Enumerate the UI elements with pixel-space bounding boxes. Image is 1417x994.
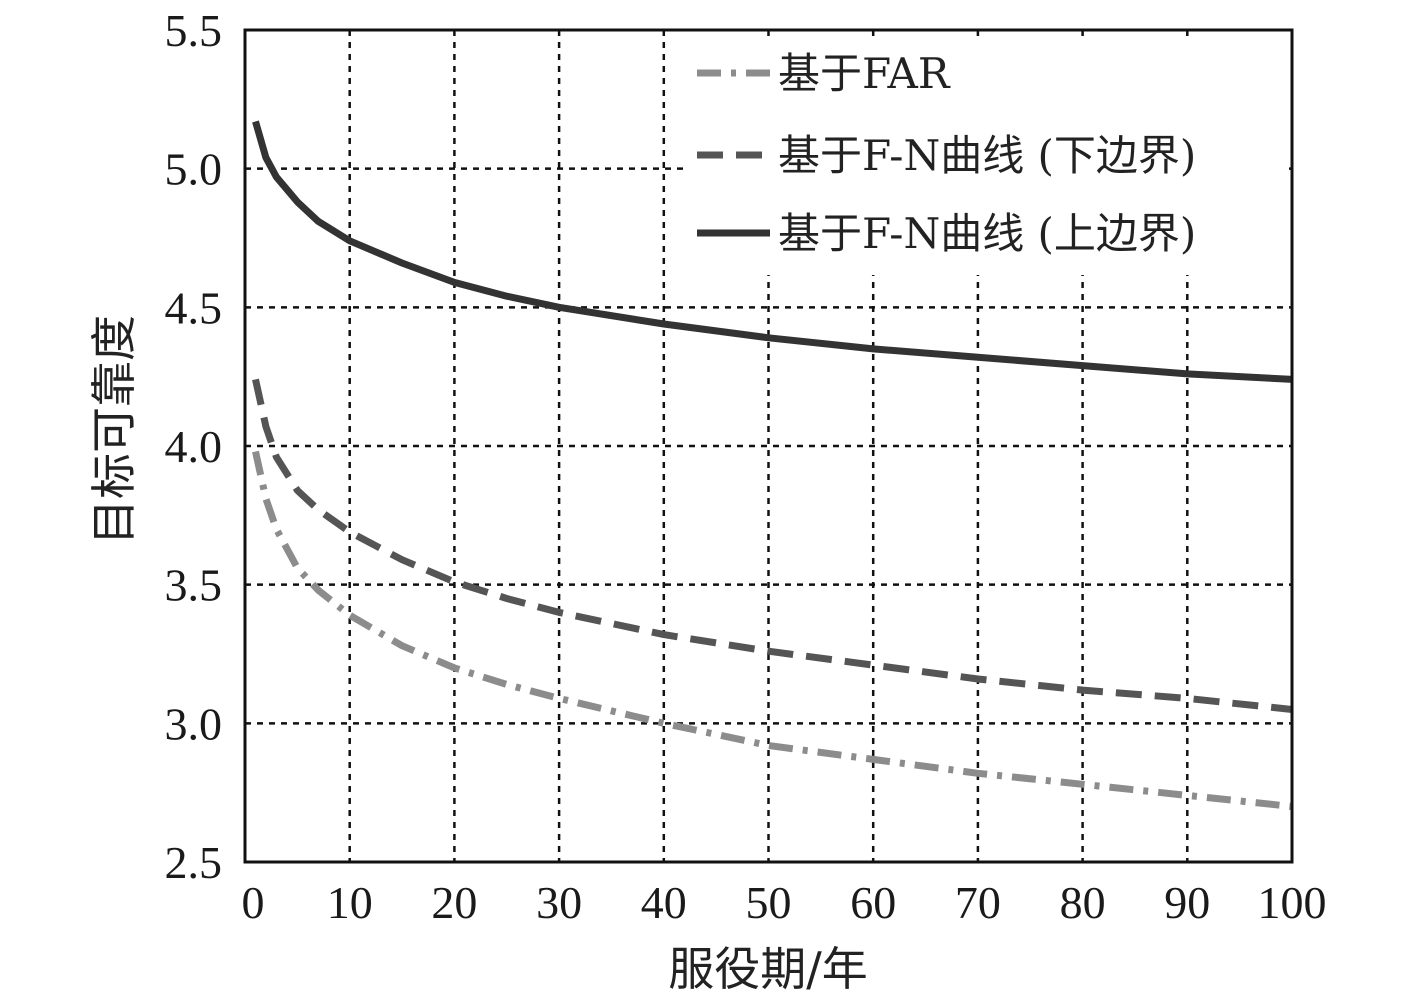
y-tick-label: 3.0 xyxy=(165,698,223,749)
plot-frame xyxy=(243,28,1294,864)
y-tick-label: 4.0 xyxy=(165,421,223,472)
legend-label-fn-lower: 基于F-N曲线 (下边界) xyxy=(778,131,1196,180)
legend-label-fn-upper: 基于F-N曲线 (上边界) xyxy=(778,209,1196,258)
y-tick-label: 2.5 xyxy=(165,837,223,888)
x-tick-label: 30 xyxy=(536,877,582,928)
x-tick-label: 0 xyxy=(242,877,265,928)
legend: 基于FAR 基于F-N曲线 (下边界) 基于F-N曲线 (上边界) xyxy=(685,40,1285,275)
x-tick-label: 40 xyxy=(641,877,687,928)
x-tick-label: 10 xyxy=(327,877,373,928)
legend-label-far: 基于FAR xyxy=(778,49,951,98)
x-tick-label: 80 xyxy=(1060,877,1106,928)
x-tick-label: 90 xyxy=(1164,877,1210,928)
x-tick-label: 100 xyxy=(1258,877,1327,928)
x-tick-label: 60 xyxy=(850,877,896,928)
y-tick-label: 5.5 xyxy=(165,5,223,56)
y-tick-label: 3.5 xyxy=(165,560,223,611)
series-line-1 xyxy=(252,378,1293,713)
x-tick-label: 50 xyxy=(746,877,792,928)
x-tick-label: 20 xyxy=(431,877,477,928)
legend-background xyxy=(685,40,1285,275)
y-axis-title: 目标可靠度 xyxy=(87,315,141,545)
tick-labels: 0 10 20 30 40 50 60 70 80 90 100 2.5 3.0 3.5 4.0 4.5 5.0… xyxy=(165,5,1327,928)
x-tick-label: 70 xyxy=(955,877,1001,928)
x-axis-title: 服役期/年 xyxy=(668,942,868,994)
y-tick-label: 4.5 xyxy=(165,282,223,333)
series-lines xyxy=(252,120,1293,810)
y-tick-label: 5.0 xyxy=(165,144,223,195)
series-line-2 xyxy=(252,120,1293,383)
series-line-0 xyxy=(252,450,1293,810)
